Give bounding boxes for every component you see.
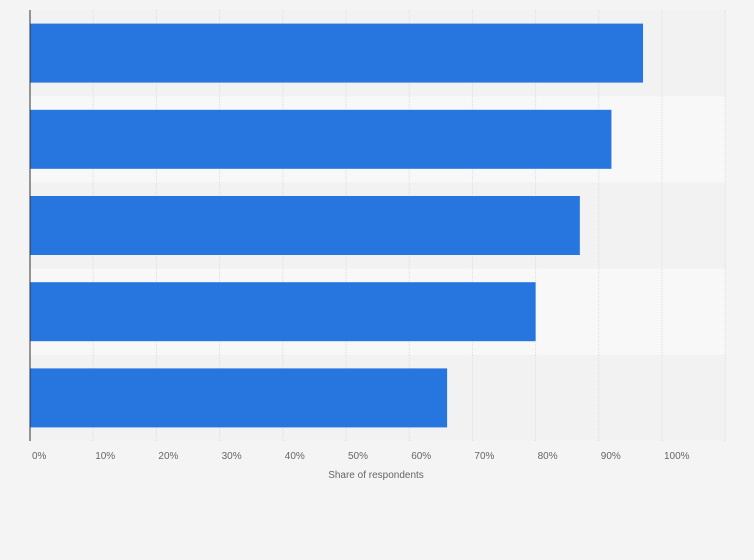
- x-tick-label: 10%: [95, 451, 115, 462]
- x-axis-title: Share of respondents: [328, 470, 424, 481]
- x-tick-label: 50%: [348, 451, 368, 462]
- x-tick-label: 60%: [411, 451, 431, 462]
- bar[interactable]: [30, 196, 580, 255]
- x-tick-label: 80%: [538, 451, 558, 462]
- bar[interactable]: [30, 23, 644, 83]
- x-axis-ticks: 0% 10% 20% 30% 40% 50% 60% 70% 80% 90% 100%: [32, 451, 690, 462]
- x-tick-label: 90%: [601, 451, 621, 462]
- bar[interactable]: [30, 109, 612, 169]
- bar[interactable]: [30, 368, 448, 428]
- x-tick-label: 30%: [222, 451, 242, 462]
- x-tick-label: 20%: [158, 451, 178, 462]
- x-tick-label: 40%: [285, 451, 305, 462]
- bar[interactable]: [30, 282, 536, 342]
- x-tick-label: 100%: [664, 451, 690, 462]
- x-tick-label: 70%: [474, 451, 494, 462]
- x-tick-label: 0%: [32, 451, 47, 462]
- bars: [30, 23, 644, 428]
